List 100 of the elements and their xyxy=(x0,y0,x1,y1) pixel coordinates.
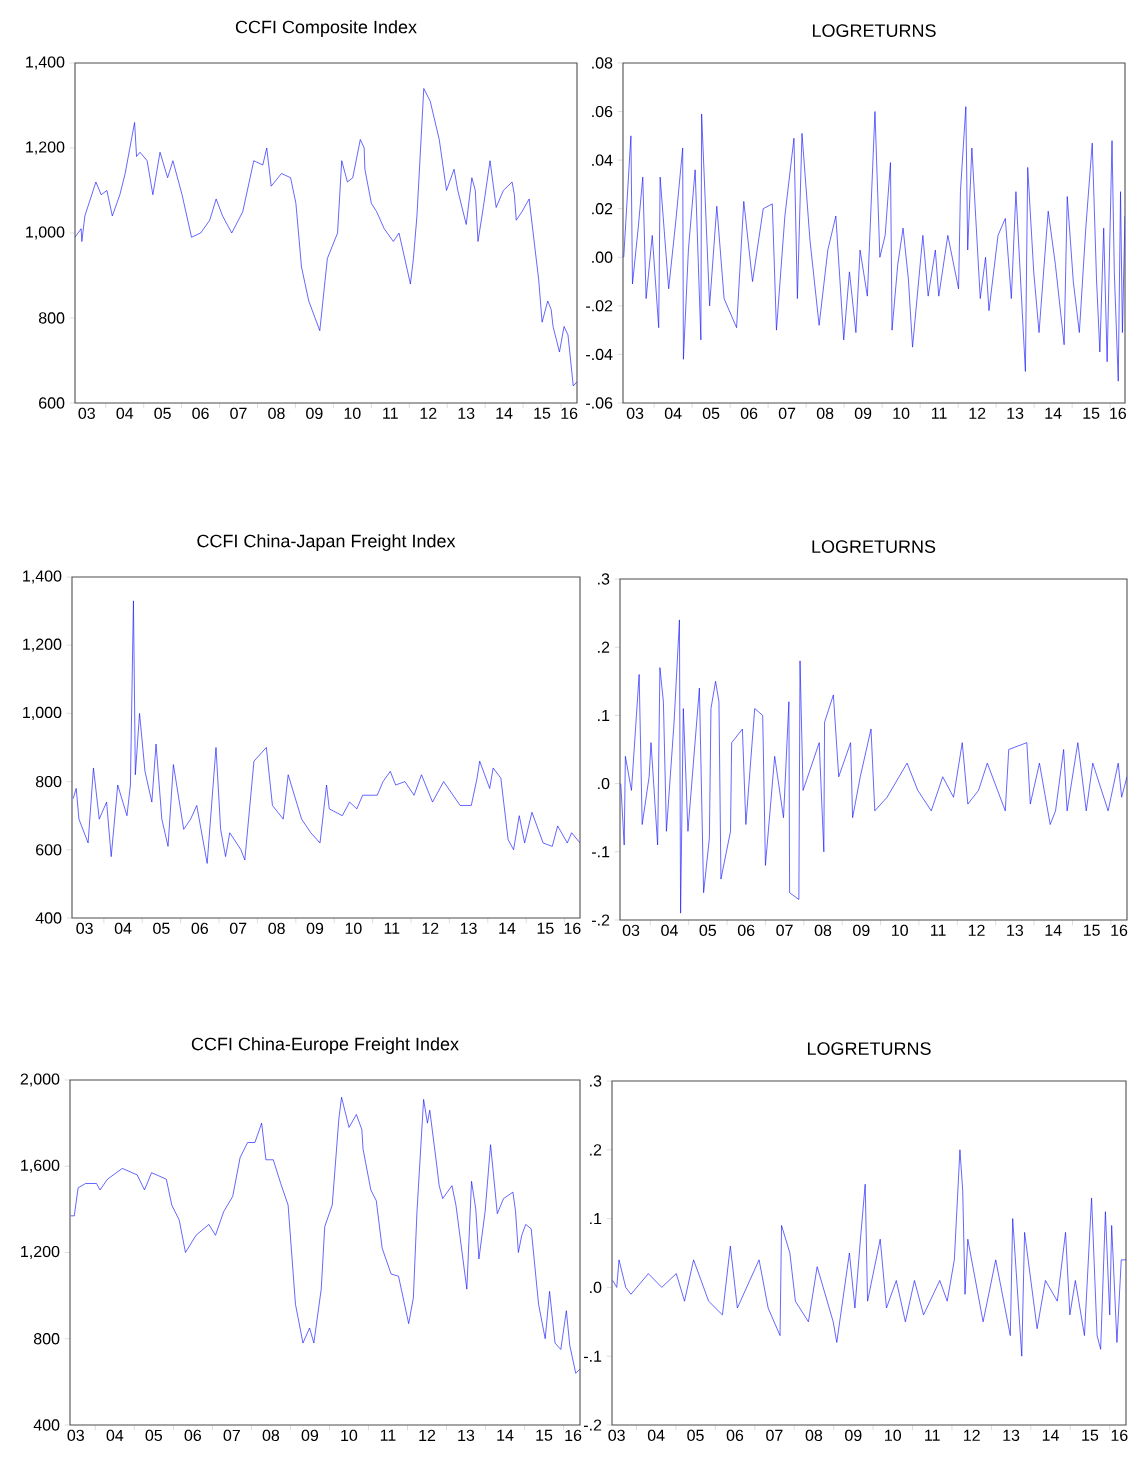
y-tick-label: 1,400 xyxy=(26,56,65,70)
x-tick-label: 05 xyxy=(145,1429,163,1442)
x-tick-label: 05 xyxy=(687,1429,704,1442)
x-tick-label: 16 xyxy=(1111,924,1128,937)
y-tick-label: 400 xyxy=(33,1419,60,1431)
x-tick-label: 16 xyxy=(1111,1429,1128,1442)
x-tick-label: 03 xyxy=(67,1429,84,1442)
line-series xyxy=(75,88,577,387)
y-tick-label: .1 xyxy=(598,709,610,721)
x-tick-label: 13 xyxy=(1007,924,1024,937)
y-tick-label: .04 xyxy=(592,154,613,166)
x-tick-label: 10 xyxy=(892,924,908,937)
chart-title: LOGRETURNS xyxy=(807,1042,931,1055)
y-tick-label: .3 xyxy=(590,1075,602,1087)
chart-title: LOGRETURNS xyxy=(812,540,936,553)
x-tick-label: 12 xyxy=(969,407,986,419)
x-tick-label: 14 xyxy=(1045,407,1062,419)
y-tick-label: .00 xyxy=(592,251,613,263)
x-tick-label: 06 xyxy=(737,924,755,937)
x-tick-label: 15 xyxy=(1083,924,1100,936)
chart-title: CCFI Composite Index xyxy=(235,20,417,37)
line-series xyxy=(612,1149,1126,1357)
x-tick-label: 13 xyxy=(1007,407,1024,420)
x-tick-label: 08 xyxy=(805,1429,823,1442)
y-tick-label: -.02 xyxy=(586,300,613,312)
x-tick-label: 09 xyxy=(845,1429,862,1442)
x-tick-label: 12 xyxy=(422,922,439,934)
y-tick-label: -.04 xyxy=(586,348,613,361)
y-tick-label: 1,200 xyxy=(26,141,65,155)
x-tick-label: 03 xyxy=(76,922,93,935)
x-tick-label: 04 xyxy=(661,924,678,937)
x-tick-label: 12 xyxy=(419,1429,436,1441)
x-tick-label: 07 xyxy=(223,1429,240,1442)
x-tick-label: 13 xyxy=(460,922,477,935)
y-tick-label: .06 xyxy=(592,105,613,118)
x-tick-label: 08 xyxy=(262,1429,280,1442)
x-tick-label: 11 xyxy=(930,924,946,936)
x-tick-label: 04 xyxy=(647,1429,665,1442)
x-tick-label: 15 xyxy=(534,407,551,419)
x-tick-label: 04 xyxy=(106,1429,124,1442)
x-tick-label: 10 xyxy=(893,407,910,420)
x-tick-label: 10 xyxy=(344,407,361,420)
line-series xyxy=(620,619,1127,914)
y-tick-label: 800 xyxy=(38,312,65,324)
y-tick-label: 800 xyxy=(33,1333,60,1345)
y-tick-label: .02 xyxy=(592,203,613,215)
x-tick-label: 06 xyxy=(726,1429,744,1442)
x-tick-label: 11 xyxy=(380,1429,396,1441)
x-tick-label: 13 xyxy=(458,1429,475,1442)
x-tick-label: 09 xyxy=(853,924,870,937)
x-tick-label: 09 xyxy=(306,407,323,420)
x-tick-label: 16 xyxy=(561,407,578,420)
x-tick-label: 10 xyxy=(345,922,362,935)
x-tick-label: 03 xyxy=(78,407,95,420)
x-tick-label: 12 xyxy=(420,407,437,419)
x-tick-label: 15 xyxy=(537,922,554,934)
x-tick-label: 14 xyxy=(1045,924,1062,936)
line-series xyxy=(623,106,1125,382)
x-tick-label: 04 xyxy=(114,922,132,935)
y-tick-label: 600 xyxy=(39,397,65,409)
y-tick-label: -.1 xyxy=(584,1350,602,1362)
y-tick-label: .08 xyxy=(592,57,613,69)
x-tick-label: 12 xyxy=(968,924,985,936)
x-tick-label: 07 xyxy=(229,922,247,935)
x-tick-label: 06 xyxy=(191,922,208,935)
x-tick-label: 16 xyxy=(564,922,581,935)
x-tick-label: 10 xyxy=(885,1429,902,1442)
chart-title: CCFI China-Europe Freight Index xyxy=(191,1037,459,1054)
x-tick-label: 14 xyxy=(1042,1429,1059,1441)
x-tick-label: 16 xyxy=(565,1429,582,1442)
x-tick-label: 07 xyxy=(230,407,247,420)
x-tick-label: 09 xyxy=(306,922,324,935)
y-tick-label: 400 xyxy=(35,912,62,924)
x-tick-label: 09 xyxy=(854,407,872,420)
x-tick-label: 11 xyxy=(384,922,400,934)
y-tick-label: 600 xyxy=(36,844,62,856)
x-tick-label: 08 xyxy=(814,924,832,937)
x-tick-label: 06 xyxy=(192,407,209,420)
y-tick-label: .3 xyxy=(598,573,610,585)
x-tick-label: 11 xyxy=(925,1429,940,1441)
x-tick-label: 06 xyxy=(740,407,758,420)
x-tick-label: 07 xyxy=(776,924,793,937)
x-tick-label: 03 xyxy=(608,1429,625,1442)
x-tick-label: 05 xyxy=(154,407,171,420)
y-tick-label: 1,400 xyxy=(23,570,62,584)
x-tick-label: 13 xyxy=(1003,1429,1020,1442)
x-tick-label: 15 xyxy=(1082,1429,1099,1441)
x-tick-label: 07 xyxy=(778,407,796,420)
y-tick-label: 1,000 xyxy=(26,226,65,240)
x-tick-label: 08 xyxy=(816,407,834,420)
y-tick-label: 1,000 xyxy=(23,706,62,720)
x-tick-label: 11 xyxy=(932,407,947,419)
x-tick-label: 09 xyxy=(301,1429,319,1442)
y-tick-label: 1,200 xyxy=(21,1245,60,1260)
x-tick-label: 04 xyxy=(664,407,682,420)
line-series xyxy=(72,600,580,864)
y-tick-label: -.06 xyxy=(586,397,613,409)
y-tick-label: .0 xyxy=(598,777,610,790)
x-tick-label: 03 xyxy=(622,924,640,937)
y-tick-label: .1 xyxy=(590,1213,602,1225)
